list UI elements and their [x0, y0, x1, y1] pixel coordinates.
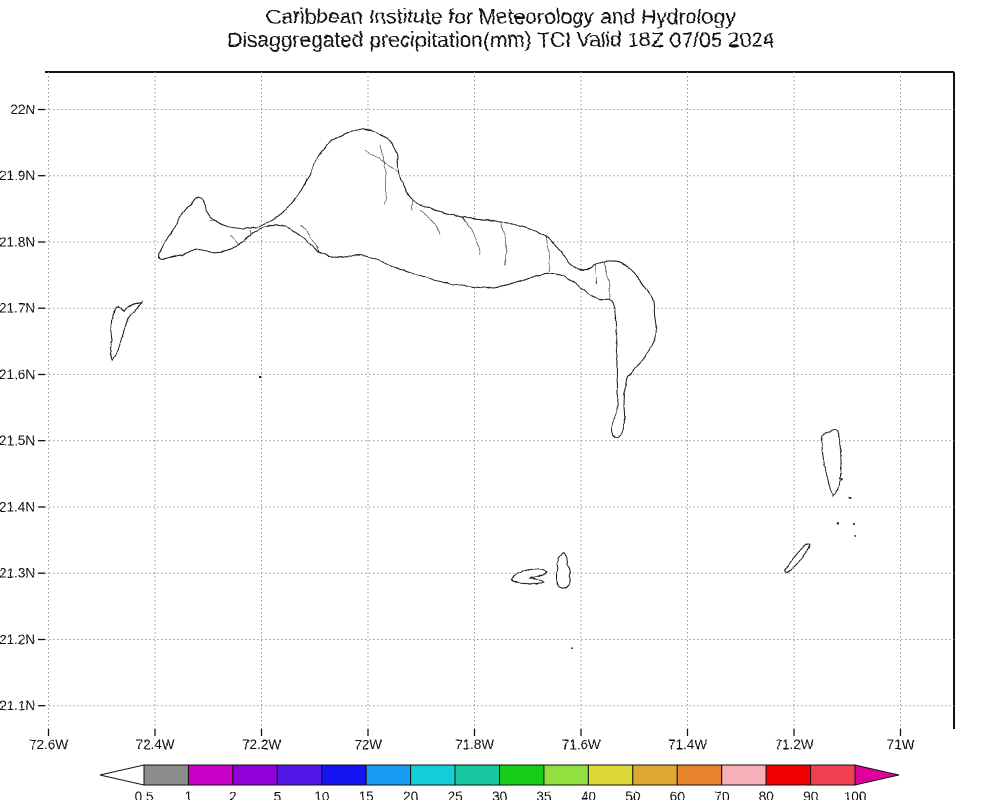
svg-text:21.9N: 21.9N — [0, 168, 35, 183]
svg-text:Caribbean Institute for Meteor: Caribbean Institute for Meteorology and … — [265, 5, 735, 28]
svg-text:15: 15 — [359, 789, 374, 800]
svg-text:35: 35 — [536, 789, 551, 800]
svg-text:72.4W: 72.4W — [135, 737, 174, 752]
svg-text:20: 20 — [403, 789, 418, 800]
svg-text:21.8N: 21.8N — [0, 235, 35, 250]
svg-text:21.6N: 21.6N — [0, 367, 35, 382]
svg-text:Disaggregated precipitation(mm: Disaggregated precipitation(mm) TCI Vali… — [226, 28, 774, 51]
svg-text:0.5: 0.5 — [135, 789, 154, 800]
svg-text:70: 70 — [714, 789, 729, 800]
svg-text:80: 80 — [759, 789, 774, 800]
svg-text:72W: 72W — [354, 737, 382, 752]
svg-text:25: 25 — [448, 789, 463, 800]
svg-text:71.2W: 71.2W — [774, 737, 813, 752]
svg-text:21.7N: 21.7N — [0, 301, 35, 316]
svg-text:71.4W: 71.4W — [668, 737, 707, 752]
svg-text:72.2W: 72.2W — [242, 737, 281, 752]
svg-text:1: 1 — [185, 789, 193, 800]
svg-text:30: 30 — [492, 789, 507, 800]
svg-text:60: 60 — [670, 789, 685, 800]
svg-text:21.5N: 21.5N — [0, 433, 35, 448]
svg-text:50: 50 — [625, 789, 640, 800]
svg-text:5: 5 — [274, 789, 282, 800]
svg-text:10: 10 — [314, 789, 329, 800]
svg-text:2: 2 — [229, 789, 237, 800]
svg-text:21.2N: 21.2N — [0, 632, 35, 647]
svg-text:21.1N: 21.1N — [0, 698, 35, 713]
svg-text:100: 100 — [844, 789, 867, 800]
svg-text:90: 90 — [803, 789, 818, 800]
svg-text:40: 40 — [581, 789, 596, 800]
svg-text:71W: 71W — [887, 737, 915, 752]
svg-text:72.6W: 72.6W — [29, 737, 68, 752]
svg-text:21.3N: 21.3N — [0, 566, 35, 581]
svg-text:71.8W: 71.8W — [455, 737, 494, 752]
svg-text:22N: 22N — [10, 102, 35, 117]
svg-text:71.6W: 71.6W — [561, 737, 600, 752]
svg-text:21.4N: 21.4N — [0, 500, 35, 515]
